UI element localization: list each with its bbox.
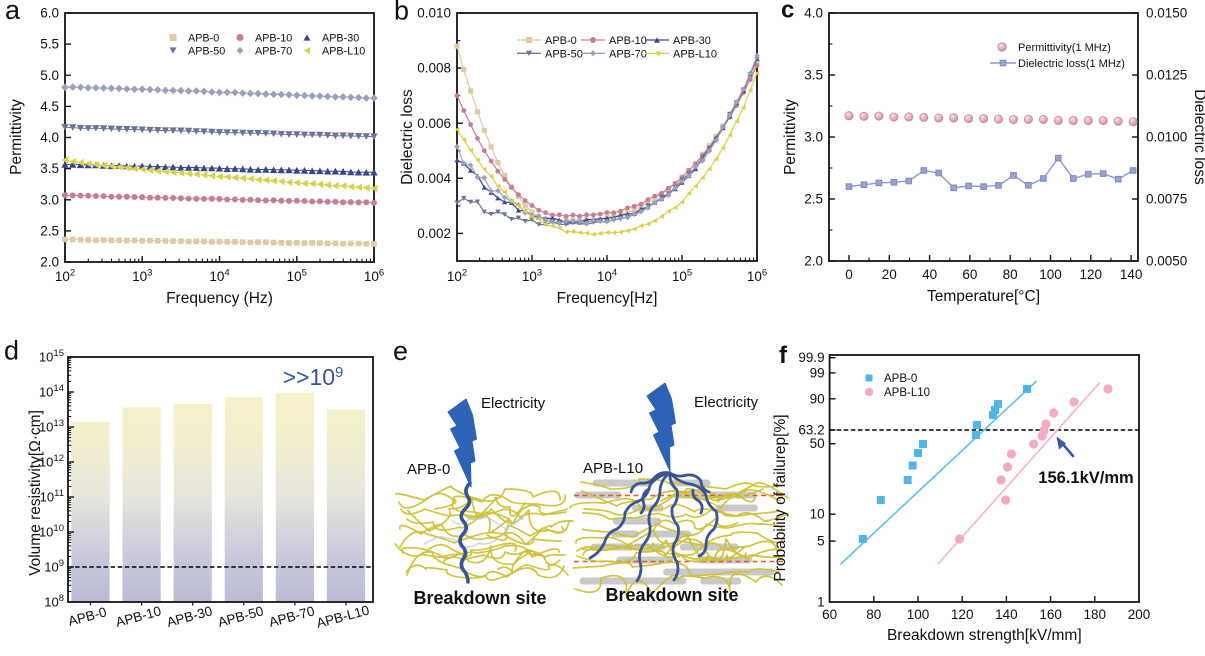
svg-text:APB-L10: APB-L10 (884, 387, 930, 399)
svg-text:Dielectric loss(1 MHz): Dielectric loss(1 MHz) (1018, 58, 1125, 70)
svg-text:c: c (781, 0, 794, 24)
svg-text:APB-10: APB-10 (255, 33, 292, 45)
svg-text:0.002: 0.002 (417, 226, 451, 241)
svg-text:APB-L10: APB-L10 (673, 48, 717, 60)
svg-text:90: 90 (810, 391, 825, 406)
svg-text:2.5: 2.5 (804, 192, 823, 207)
svg-text:APB-L10: APB-L10 (583, 460, 643, 477)
svg-text:0.0125: 0.0125 (1146, 68, 1187, 83)
svg-text:100: 100 (1039, 267, 1062, 282)
svg-text:3.5: 3.5 (804, 68, 823, 83)
svg-text:3.5: 3.5 (40, 161, 59, 176)
svg-text:Temperature[°C]: Temperature[°C] (927, 288, 1040, 305)
svg-text:80: 80 (866, 607, 881, 622)
svg-text:Permittivity: Permittivity (782, 99, 799, 175)
svg-text:0.010: 0.010 (417, 6, 451, 21)
svg-text:156.1kV/mm: 156.1kV/mm (1038, 469, 1133, 487)
svg-text:160: 160 (1039, 607, 1062, 622)
svg-text:APB-0: APB-0 (407, 461, 450, 478)
svg-text:APB-30: APB-30 (673, 35, 711, 47)
svg-text:60: 60 (822, 607, 837, 622)
svg-text:80: 80 (1003, 267, 1018, 282)
svg-text:e: e (393, 336, 408, 366)
svg-text:0.008: 0.008 (417, 61, 451, 76)
svg-text:2.0: 2.0 (40, 255, 59, 270)
svg-text:99.9: 99.9 (798, 350, 824, 365)
svg-text:APB-70: APB-70 (255, 46, 292, 58)
svg-text:5: 5 (817, 534, 825, 549)
svg-text:Probability of failurep[%]: Probability of failurep[%] (772, 414, 789, 581)
svg-text:Frequency (Hz): Frequency (Hz) (166, 290, 273, 307)
svg-text:Breakdown site: Breakdown site (605, 585, 738, 605)
svg-text:3.0: 3.0 (804, 130, 823, 145)
svg-text:0.0050: 0.0050 (1146, 254, 1187, 269)
svg-text:Volume resistivity[Ω·cm]: Volume resistivity[Ω·cm] (27, 410, 44, 576)
svg-text:5.0: 5.0 (40, 68, 59, 83)
svg-text:0.006: 0.006 (417, 116, 451, 131)
svg-text:Permittivity(1 MHz): Permittivity(1 MHz) (1018, 42, 1111, 54)
svg-text:200: 200 (1128, 607, 1151, 622)
svg-text:0.0100: 0.0100 (1146, 130, 1187, 145)
svg-text:Permittivity: Permittivity (8, 99, 25, 175)
svg-text:100: 100 (907, 607, 930, 622)
svg-text:APB-0: APB-0 (545, 35, 577, 47)
svg-text:40: 40 (922, 267, 937, 282)
svg-text:d: d (4, 336, 19, 366)
svg-text:0.0075: 0.0075 (1146, 192, 1187, 207)
svg-text:2.5: 2.5 (40, 223, 59, 238)
svg-text:120: 120 (951, 607, 974, 622)
svg-text:0.004: 0.004 (417, 171, 451, 186)
svg-text:Electricity: Electricity (481, 395, 546, 412)
svg-text:0: 0 (845, 267, 853, 282)
svg-text:f: f (779, 342, 788, 369)
svg-text:140: 140 (1120, 267, 1143, 282)
svg-text:120: 120 (1080, 267, 1103, 282)
svg-text:4.0: 4.0 (804, 6, 823, 21)
svg-text:>>109: >>109 (283, 364, 344, 390)
svg-text:4.5: 4.5 (40, 99, 59, 114)
svg-text:APB-50: APB-50 (188, 46, 225, 58)
svg-text:50: 50 (810, 436, 825, 451)
svg-text:b: b (394, 0, 409, 26)
svg-text:60: 60 (962, 267, 977, 282)
svg-text:1: 1 (817, 595, 825, 610)
svg-text:Breakdown site: Breakdown site (413, 588, 546, 608)
svg-text:APB-70: APB-70 (609, 48, 647, 60)
svg-text:2.0: 2.0 (804, 254, 823, 269)
svg-text:10: 10 (810, 507, 825, 522)
svg-text:63.2: 63.2 (798, 423, 824, 438)
svg-text:5.5: 5.5 (40, 37, 59, 52)
svg-text:APB-0: APB-0 (884, 373, 917, 385)
svg-text:APB-0: APB-0 (188, 33, 219, 45)
svg-text:180: 180 (1084, 607, 1107, 622)
svg-text:99: 99 (810, 365, 825, 380)
svg-text:0.0150: 0.0150 (1146, 6, 1187, 21)
svg-text:Breakdown strength[kV/mm]: Breakdown strength[kV/mm] (887, 627, 1082, 644)
svg-text:3.0: 3.0 (40, 192, 59, 207)
svg-text:APB-10: APB-10 (609, 35, 647, 47)
svg-text:Frequency[Hz]: Frequency[Hz] (557, 290, 658, 307)
svg-text:APB-L10: APB-L10 (322, 46, 365, 58)
svg-text:4.0: 4.0 (40, 130, 59, 145)
svg-text:APB-30: APB-30 (322, 33, 359, 45)
svg-text:140: 140 (995, 607, 1018, 622)
svg-text:a: a (5, 0, 21, 25)
svg-text:20: 20 (882, 267, 897, 282)
svg-text:Electricity: Electricity (694, 394, 759, 411)
svg-text:Dielectric loss: Dielectric loss (399, 89, 416, 185)
svg-text:6.0: 6.0 (40, 6, 59, 21)
svg-text:Dielectric loss: Dielectric loss (1191, 89, 1205, 185)
svg-text:APB-50: APB-50 (545, 48, 583, 60)
